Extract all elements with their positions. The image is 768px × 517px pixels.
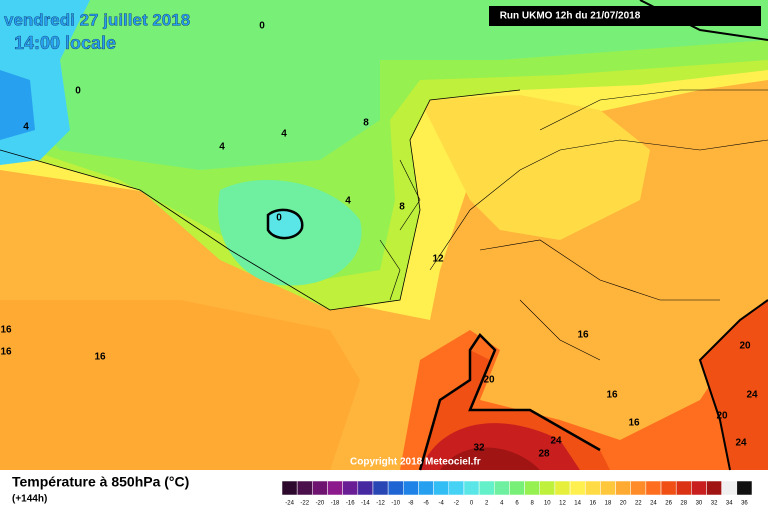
contour-label: 4	[219, 142, 225, 153]
colorbar-swatch	[357, 480, 374, 496]
contour-label: 4	[345, 196, 351, 207]
contour-label: 16	[0, 347, 12, 358]
contour-label: 28	[538, 449, 550, 460]
colorbar-swatch	[554, 480, 571, 496]
map-field	[0, 0, 768, 471]
contour-label: 16	[94, 352, 106, 363]
colorbar-swatch	[372, 480, 389, 496]
contour-label: 16	[606, 390, 618, 401]
colorbar-swatch	[584, 480, 601, 496]
colorbar-label: 30	[696, 501, 703, 507]
colorbar-label: 22	[635, 501, 642, 507]
contour-label: 16	[0, 325, 12, 336]
colorbar-swatch	[403, 480, 419, 496]
contour-label: 0	[276, 213, 282, 224]
footer-title: Température à 850hPa (°C)	[12, 474, 189, 490]
colorbar-label: 34	[726, 501, 733, 507]
colorbar-swatch	[691, 480, 707, 496]
colorbar-label: -2	[454, 501, 460, 507]
colorbar-swatch	[433, 480, 450, 496]
contour-label: 24	[735, 438, 747, 449]
colorbar-label: -4	[439, 501, 445, 507]
colorbar-swatch	[478, 480, 495, 496]
colorbar-swatch	[312, 480, 328, 496]
contour-label: 24	[746, 390, 758, 401]
contour-label: 4	[281, 129, 287, 140]
colorbar-label: -16	[346, 501, 355, 507]
contour-label: 16	[577, 330, 589, 341]
copyright: Copyright 2018 Meteociel.fr	[350, 457, 481, 468]
colorbar-label: -10	[391, 501, 400, 507]
colorbar-label: 16	[589, 501, 596, 507]
run-label: Run UKMO 12h du 21/07/2018	[500, 11, 641, 22]
colorbar-swatch	[539, 480, 556, 496]
colorbar-swatch	[615, 480, 631, 496]
colorbar: -24 -22 -20 -18 -16 -14 -12 -10 -8 -6 -4 -2 0 2 4 6 8 10 1…	[281, 480, 753, 507]
colorbar-swatch	[706, 480, 722, 496]
contour-label: 24	[550, 436, 562, 447]
contour-label: 16	[628, 418, 640, 429]
colorbar-swatch	[494, 480, 510, 496]
contour-label: 20	[483, 375, 495, 386]
contour-label: 20	[716, 411, 728, 422]
colorbar-label: 10	[544, 501, 551, 507]
colorbar-swatch	[736, 480, 753, 496]
colorbar-swatch	[600, 480, 616, 496]
colorbar-swatch	[387, 480, 404, 496]
colorbar-swatch	[342, 480, 359, 496]
run-box	[489, 6, 761, 26]
colorbar-label: 32	[711, 501, 718, 507]
colorbar-label: 4	[500, 501, 504, 507]
contour-label: 0	[259, 21, 265, 32]
map-date: vendredi 27 juillet 2018	[4, 10, 190, 29]
colorbar-swatch	[569, 480, 586, 496]
colorbar-label: -22	[300, 501, 309, 507]
colorbar-label: 6	[515, 501, 519, 507]
colorbar-swatch	[675, 480, 692, 496]
colorbar-label: -6	[423, 501, 429, 507]
colorbar-swatch	[721, 480, 738, 496]
colorbar-label: -12	[376, 501, 385, 507]
contour-label: 12	[432, 254, 444, 265]
colorbar-label: -14	[361, 501, 370, 507]
colorbar-label: 24	[650, 501, 657, 507]
colorbar-swatch	[418, 480, 434, 496]
contour-label: 20	[739, 341, 751, 352]
colorbar-swatch	[296, 480, 313, 496]
colorbar-label: 26	[665, 501, 672, 507]
contour-label: 8	[363, 118, 369, 129]
colorbar-label: 18	[605, 501, 612, 507]
colorbar-swatch	[509, 480, 525, 496]
colorbar-swatch	[630, 480, 647, 496]
footer-lead: (+144h)	[12, 494, 47, 505]
colorbar-swatch	[645, 480, 662, 496]
colorbar-label: 14	[574, 501, 581, 507]
colorbar-label: 28	[680, 501, 687, 507]
map-time: 14:00 locale	[14, 33, 116, 53]
colorbar-swatch	[660, 480, 677, 496]
colorbar-label: -8	[408, 501, 414, 507]
colorbar-swatch	[327, 480, 343, 496]
colorbar-label: 2	[485, 501, 489, 507]
colorbar-label: 36	[741, 501, 748, 507]
colorbar-swatch	[463, 480, 480, 496]
colorbar-label: -20	[316, 501, 325, 507]
contour-label: 8	[399, 202, 405, 213]
colorbar-label: -18	[331, 501, 340, 507]
colorbar-label: 20	[620, 501, 627, 507]
colorbar-swatch	[448, 480, 465, 496]
contour-label: 4	[23, 122, 29, 133]
colorbar-swatch	[281, 480, 298, 496]
colorbar-label: 12	[559, 501, 566, 507]
colorbar-label: 0	[470, 501, 474, 507]
contour-label: 0	[75, 86, 81, 97]
colorbar-swatch	[524, 480, 540, 496]
colorbar-label: 8	[530, 501, 534, 507]
contour-label: 32	[473, 443, 485, 454]
colorbar-label: -24	[285, 501, 294, 507]
